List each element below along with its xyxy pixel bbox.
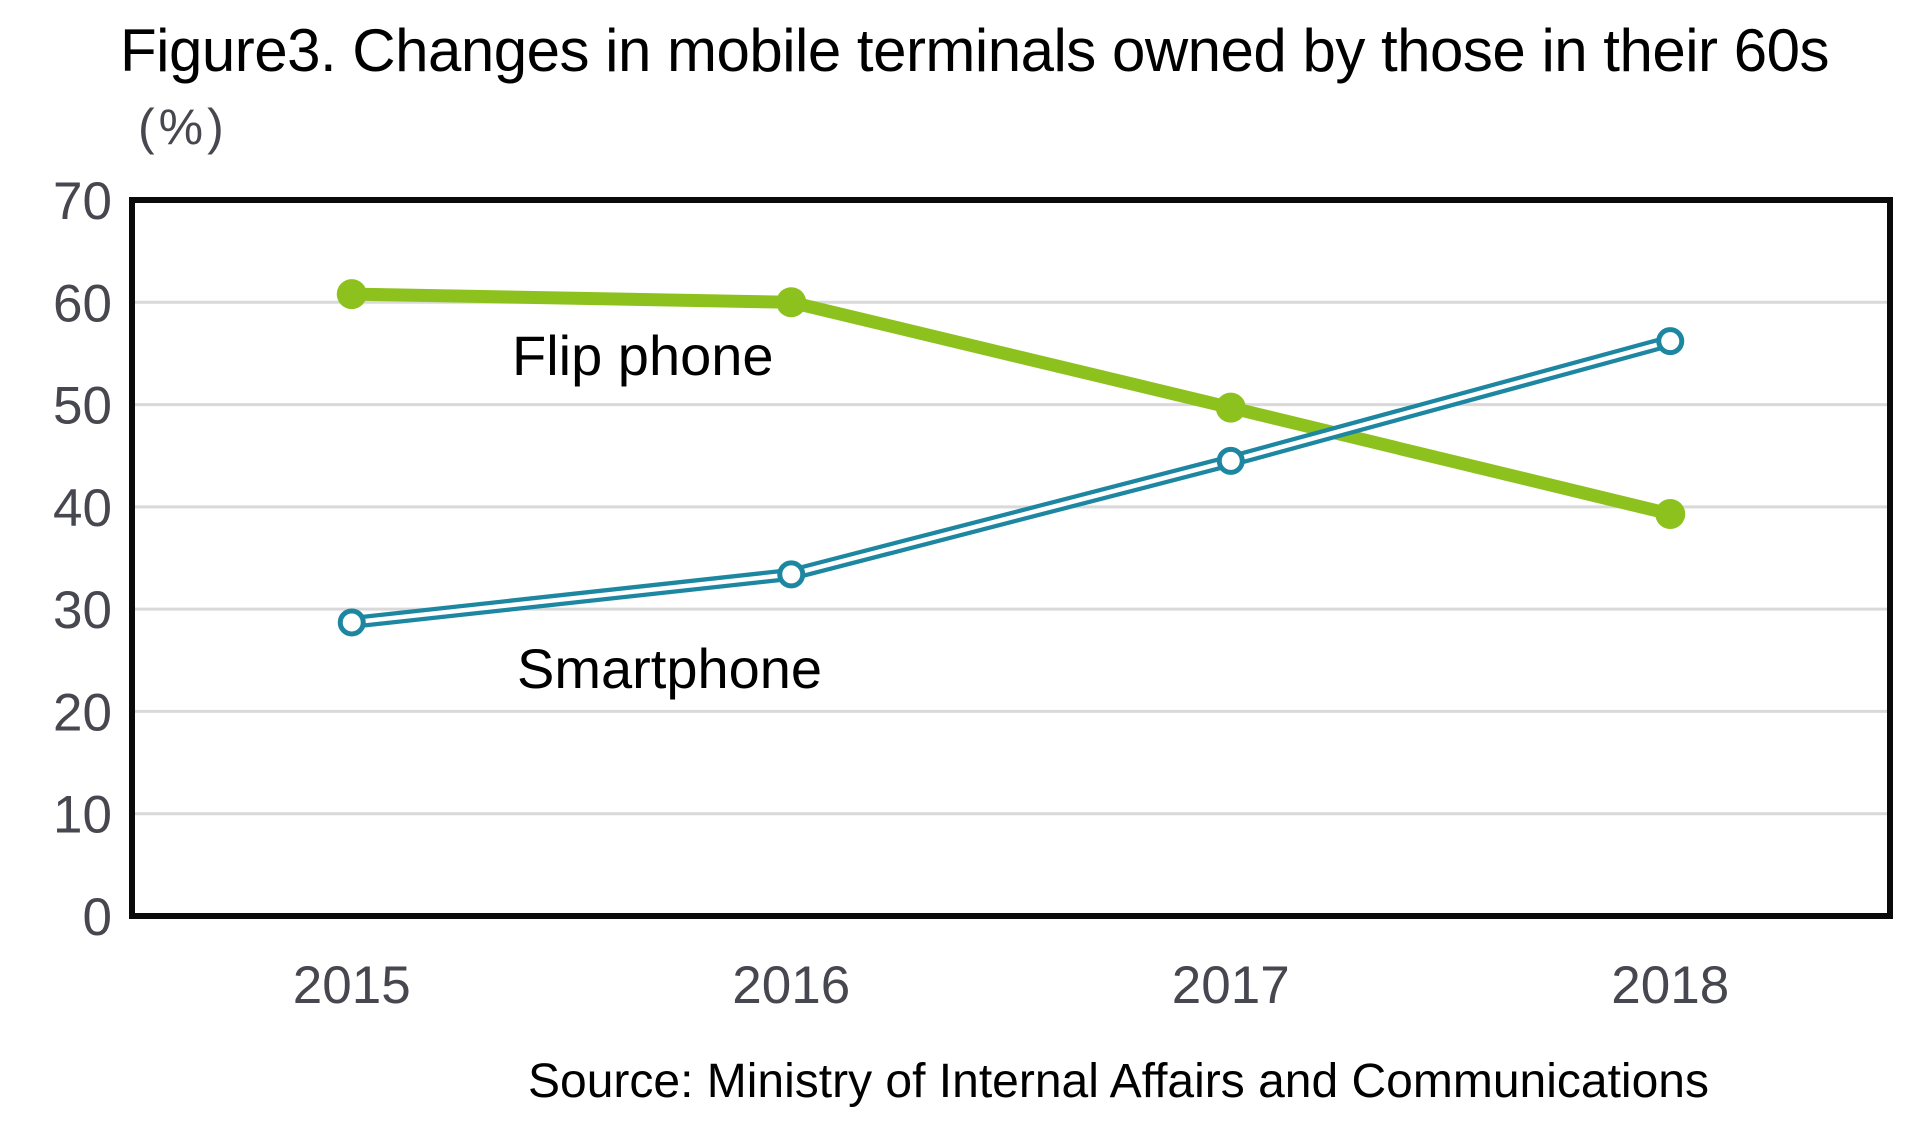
smartphone-point (337, 608, 366, 637)
y-tick-label: 10 (53, 786, 112, 845)
flip-phone-point (776, 287, 807, 318)
y-tick-label: 30 (53, 581, 112, 640)
y-axis-unit-label: (%) (138, 99, 228, 155)
x-tick-label: 2016 (732, 956, 850, 1015)
y-tick-label: 0 (83, 888, 112, 947)
y-tick-label: 20 (53, 683, 112, 742)
x-tick-label: 2017 (1172, 956, 1290, 1015)
y-tick-label: 50 (53, 377, 112, 436)
smartphone-point (777, 560, 806, 589)
flip-phone-point (336, 279, 367, 310)
chart-title: Figure3. Changes in mobile terminals own… (120, 17, 1829, 84)
source-note: Source: Ministry of Internal Affairs and… (528, 1055, 1709, 1108)
flip-phone-label: Flip phone (512, 324, 774, 387)
x-tick-label: 2015 (293, 956, 411, 1015)
smartphone-point (1216, 446, 1245, 475)
smartphone-label: Smartphone (517, 637, 822, 700)
smartphone-point (1656, 327, 1685, 356)
smartphone-line-core (351, 338, 1671, 625)
x-tick-label: 2018 (1611, 956, 1729, 1015)
flip-phone-point (1655, 499, 1686, 530)
flip-phone-point (1215, 392, 1246, 423)
y-tick-label: 40 (53, 479, 112, 538)
y-tick-label: 70 (53, 172, 112, 231)
flip-phone-line (345, 287, 1677, 521)
plot-border (129, 197, 1893, 919)
y-tick-label: 60 (53, 274, 112, 333)
